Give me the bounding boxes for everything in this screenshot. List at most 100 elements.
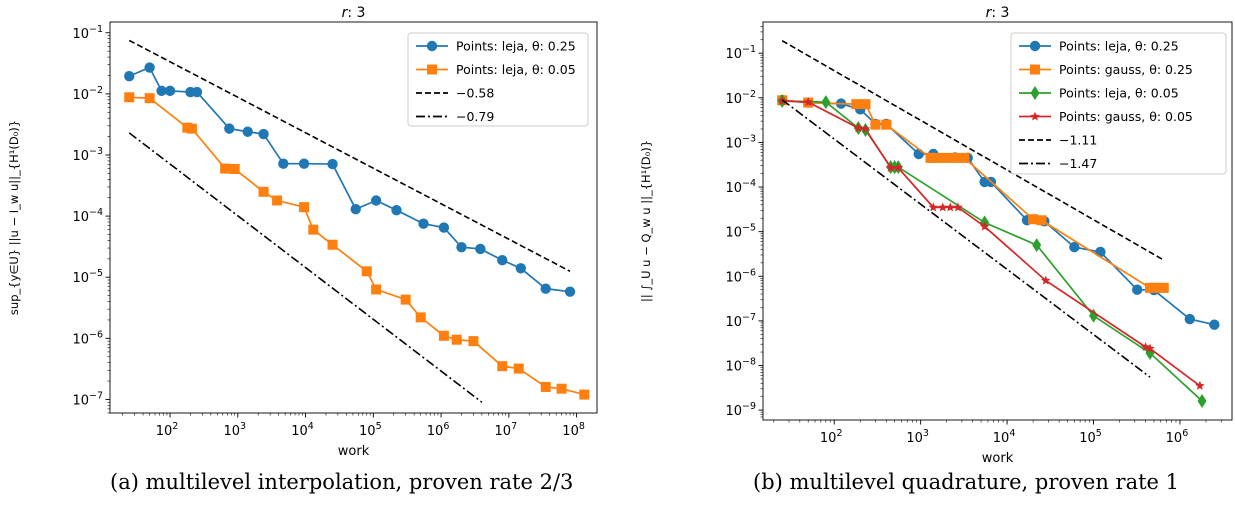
- y-tick-label: 10−6: [72, 329, 103, 347]
- y-tick-label: 10−1: [72, 24, 103, 42]
- data-point: [1140, 341, 1151, 352]
- y-tick-label: 10−3: [72, 146, 103, 164]
- y-axis-label: sup_{y∈U} ||u − I_w u||_{H¹(D₀)}: [7, 120, 21, 315]
- data-point: [953, 202, 963, 212]
- data-point: [1089, 308, 1099, 323]
- chart-title: r: 3: [342, 5, 366, 21]
- data-point: [164, 85, 176, 97]
- x-axis-label: work: [982, 451, 1014, 466]
- data-point: [913, 148, 924, 160]
- data-point: [952, 152, 963, 163]
- data-point: [885, 162, 896, 172]
- data-point: [1184, 313, 1196, 325]
- data-point: [881, 119, 892, 130]
- data-point: [327, 158, 338, 170]
- axes-frame: [109, 21, 598, 414]
- data-point: [1036, 215, 1047, 226]
- y-tick-label: 10−8: [725, 356, 756, 374]
- legend: Points: leja, θ: 0.25 Points: leja, θ: 0.…: [407, 32, 589, 127]
- data-point: [370, 195, 382, 206]
- data-point: [540, 283, 551, 294]
- data-point: [350, 203, 361, 215]
- y-tick-label: 10−9: [725, 401, 756, 419]
- y-tick-label: 10−1: [725, 44, 756, 62]
- chart-panel-a: 102 103 104 105 106 107 108 10−7 10−6 10−5 10−4 10−…: [7, 5, 598, 459]
- data-point: [937, 202, 948, 212]
- series-line-4: [781, 40, 1165, 261]
- data-point: [945, 152, 956, 163]
- data-point: [893, 162, 903, 172]
- legend-label-2: −0.58: [456, 86, 494, 101]
- data-point: [400, 294, 411, 305]
- data-point: [979, 221, 990, 231]
- y-tick-label: 10−2: [725, 89, 756, 107]
- data-point: [556, 383, 567, 394]
- data-point: [821, 95, 831, 110]
- legend-label-0: Points: leja, θ: 0.25: [1059, 39, 1179, 54]
- legend-marker: [1030, 111, 1040, 121]
- data-point: [1032, 238, 1042, 253]
- data-point: [870, 119, 881, 130]
- y-tick-label: 10−5: [72, 268, 103, 286]
- data-point: [124, 92, 135, 103]
- x-tick-label: 104: [291, 421, 314, 439]
- data-point: [497, 254, 508, 266]
- data-point: [1195, 380, 1205, 390]
- legend-label-1: Points: leja, θ: 0.05: [456, 62, 576, 77]
- data-point: [945, 202, 955, 212]
- x-tick-label: 105: [359, 421, 382, 439]
- legend-label-4: −1.11: [1059, 133, 1097, 148]
- data-point: [497, 361, 508, 372]
- data-point: [1209, 319, 1220, 330]
- data-point: [515, 263, 526, 274]
- data-point: [513, 363, 524, 374]
- legend-marker: [427, 64, 437, 75]
- x-tick-label: 104: [993, 428, 1016, 446]
- data-point: [299, 202, 310, 213]
- caption-a: (a) multilevel interpolation, proven rat…: [110, 470, 574, 494]
- data-point: [278, 158, 289, 169]
- x-tick-label: 105: [1079, 428, 1102, 446]
- x-tick-label: 106: [1166, 428, 1189, 446]
- y-axis-label: || ∫_U u − Q_w u ||_{H¹(D₀)}: [639, 140, 653, 302]
- data-point: [298, 158, 310, 169]
- x-tick-label: 103: [906, 428, 929, 446]
- data-point: [415, 312, 426, 323]
- y-tick-label: 10−7: [72, 390, 103, 408]
- data-point: [156, 85, 167, 97]
- legend-label-3: −0.79: [456, 109, 494, 124]
- data-point: [1069, 241, 1080, 253]
- data-point: [186, 123, 197, 134]
- legend-label-5: −1.47: [1059, 156, 1097, 171]
- data-point: [1158, 282, 1169, 293]
- plot-area: [776, 40, 1220, 408]
- legend-label-1: Points: gauss, θ: 0.25: [1059, 62, 1193, 77]
- x-tick-label: 102: [820, 428, 843, 446]
- data-point: [308, 224, 319, 235]
- y-tick-label: 10−4: [725, 178, 756, 196]
- x-tick-label: 107: [495, 421, 518, 439]
- y-tick-label: 10−2: [72, 85, 103, 103]
- data-point: [438, 330, 449, 341]
- axes-frame: [762, 21, 1233, 421]
- y-tick-label: 10−4: [72, 207, 103, 225]
- data-point: [1152, 282, 1163, 293]
- data-point: [220, 163, 231, 174]
- data-point: [361, 266, 372, 277]
- data-point: [1040, 275, 1051, 285]
- data-point: [224, 123, 235, 134]
- data-point: [803, 97, 813, 107]
- data-point: [853, 123, 864, 133]
- data-point: [272, 195, 283, 206]
- data-point: [1131, 284, 1143, 295]
- y-tick-label: 10−5: [725, 223, 756, 241]
- x-axis-label: work: [338, 444, 370, 459]
- data-point: [258, 186, 269, 197]
- data-point: [229, 163, 240, 174]
- x-tick-label: 103: [224, 421, 247, 439]
- series-line-3: [128, 132, 483, 403]
- data-point: [930, 152, 941, 163]
- data-point: [564, 286, 576, 297]
- data-point: [242, 126, 253, 137]
